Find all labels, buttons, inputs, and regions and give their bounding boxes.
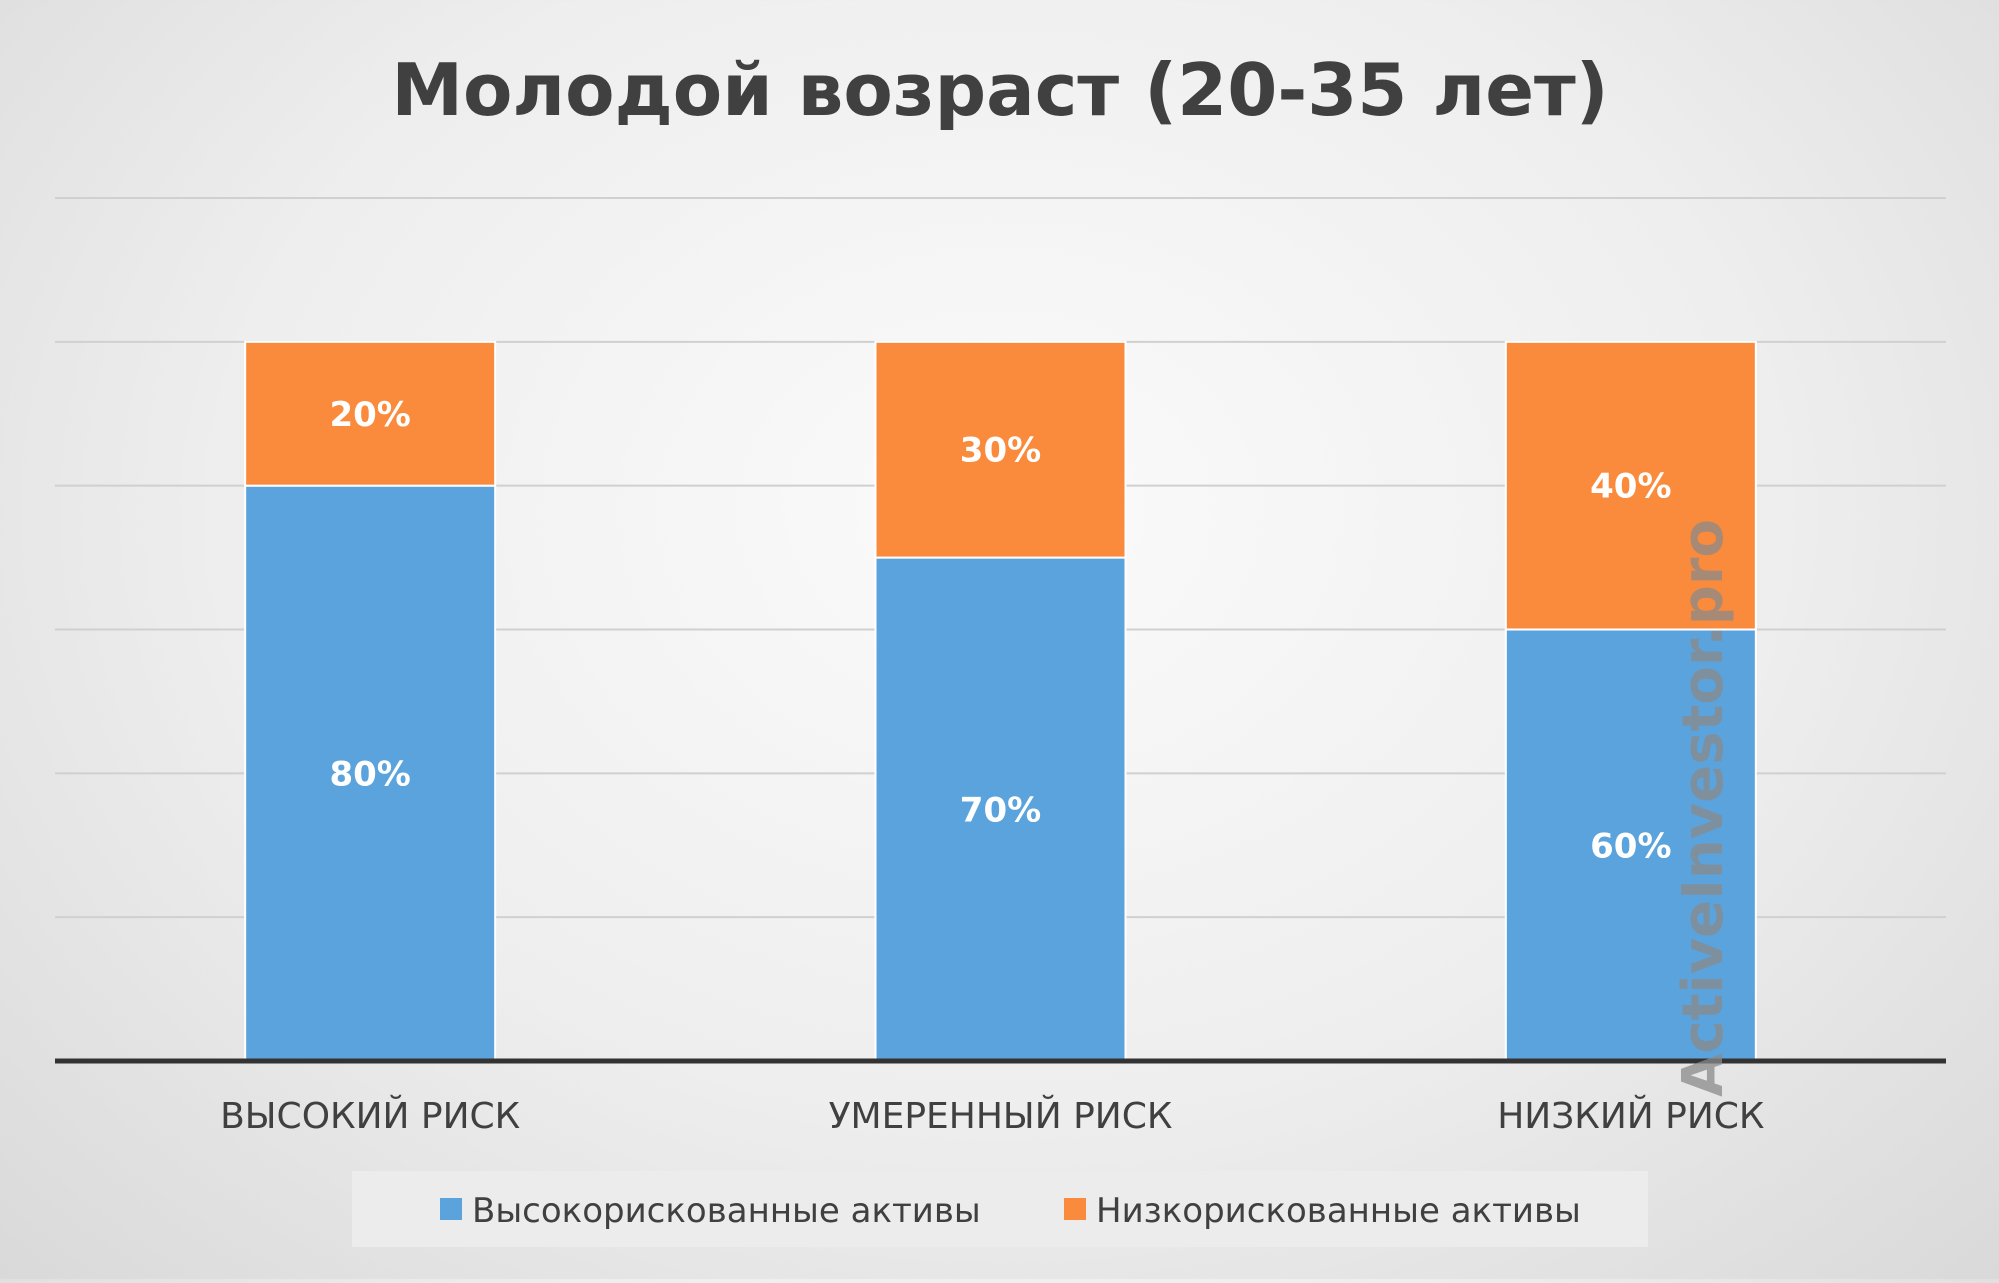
bar-segment xyxy=(1504,340,1757,631)
watermark: ActiveInvestor.pro xyxy=(1671,519,1736,1097)
bar-segment xyxy=(244,340,497,487)
watermark-text: ActiveInvestor.pro xyxy=(1671,519,1736,1097)
legend-swatch xyxy=(1064,1198,1086,1220)
legend: Высокорискованные активы Низкорискованные… xyxy=(352,1171,1648,1247)
bar-segment xyxy=(874,340,1127,559)
chart-title: Молодой возраст (20-35 лет) xyxy=(391,48,1608,132)
legend-entry: Высокорискованные активы xyxy=(472,1191,981,1231)
x-tick-label: НИЗКИЙ РИСК xyxy=(1497,1095,1764,1137)
data-label: 60% xyxy=(1590,826,1671,866)
data-label: 40% xyxy=(1590,467,1671,507)
x-tick-label: ВЫСОКИЙ РИСК xyxy=(220,1095,520,1137)
bar-segment xyxy=(1504,628,1757,1062)
data-labels: 80% 20% 70% 30% 60% 40% xyxy=(329,395,1671,867)
data-label: 80% xyxy=(329,754,410,794)
legend-box xyxy=(352,1171,1648,1247)
bars xyxy=(244,340,1757,1062)
legend-swatch xyxy=(440,1198,462,1220)
x-tick-label: УМЕРЕННЫЙ РИСК xyxy=(829,1095,1173,1137)
data-label: 70% xyxy=(960,790,1041,830)
bar-segment xyxy=(244,484,497,1062)
bar-segment xyxy=(874,556,1127,1062)
legend-entry: Низкорискованные активы xyxy=(1096,1191,1581,1231)
data-label: 30% xyxy=(960,431,1041,471)
x-tick-labels: ВЫСОКИЙ РИСК УМЕРЕННЫЙ РИСК НИЗКИЙ РИСК xyxy=(220,1095,1764,1137)
data-label: 20% xyxy=(329,395,410,435)
